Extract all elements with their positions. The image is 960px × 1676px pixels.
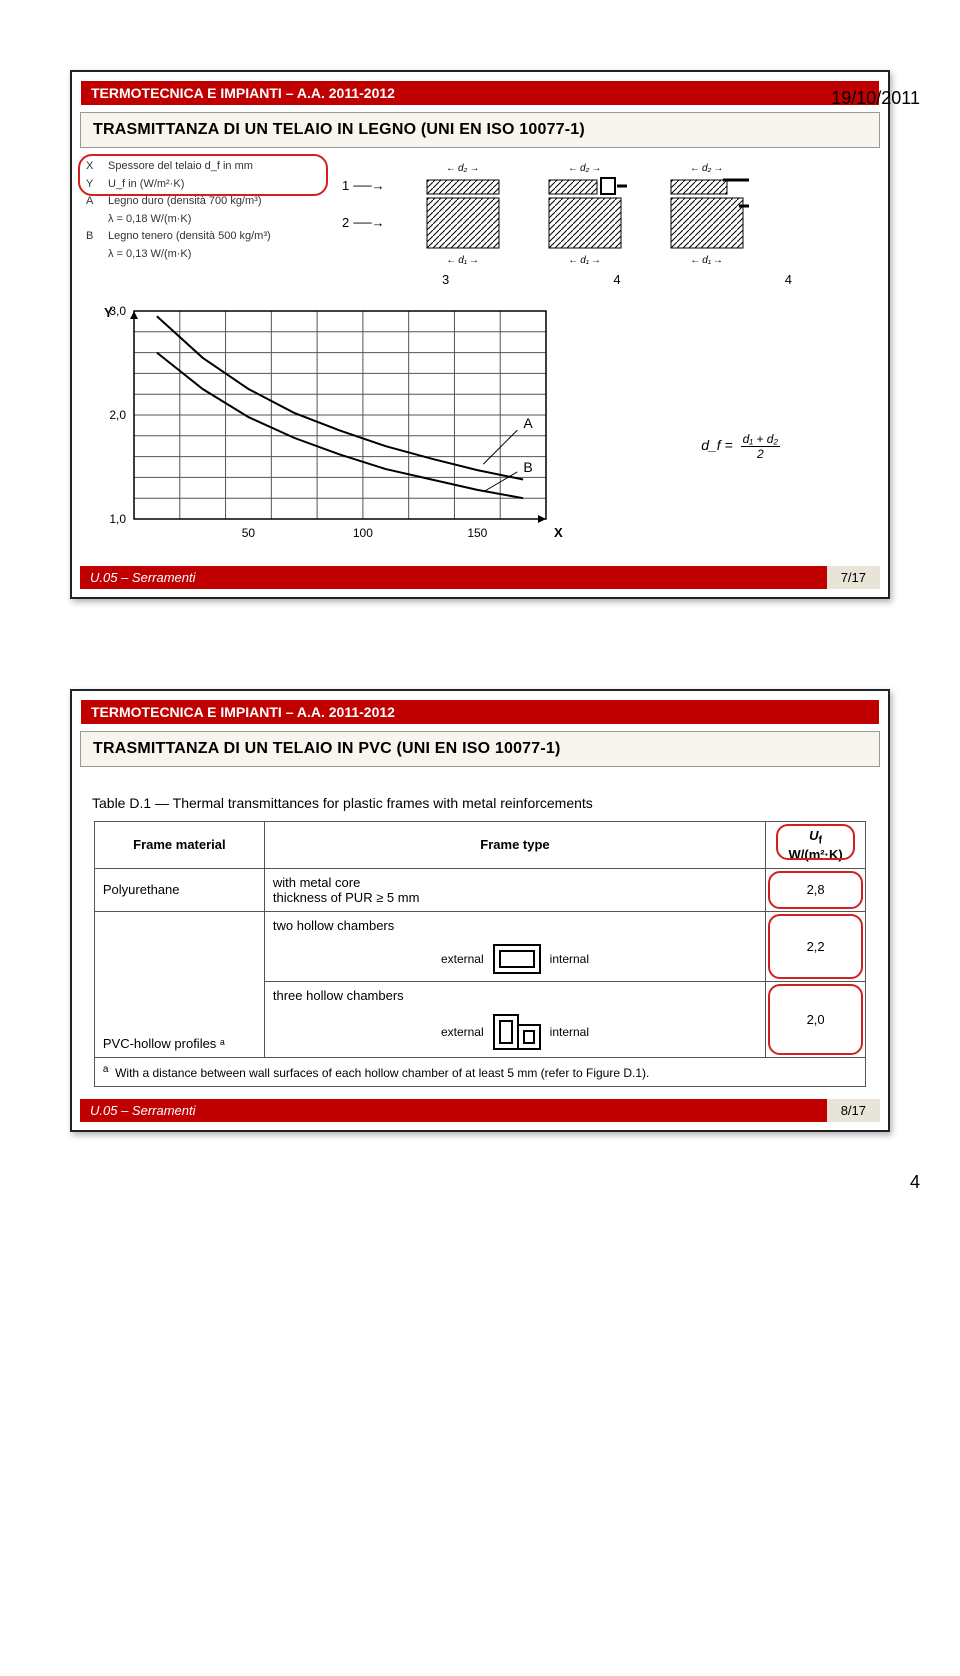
cross-section-1: ←d₂→ ←d₁→ — [419, 162, 507, 266]
slide2-footer-left: U.05 – Serramenti — [80, 1099, 827, 1122]
svg-text:150: 150 — [467, 526, 487, 540]
chart-svg: 3,02,01,050100150YXAB — [86, 301, 566, 549]
table-row: Polyurethane with metal corethickness of… — [94, 868, 865, 911]
two-chamber-icon — [492, 943, 542, 975]
slide1-body: XSpessore del telaio d_f in mm YU_f in (… — [80, 148, 880, 560]
d2-label-1: d₂ — [458, 163, 467, 174]
svg-text:Y: Y — [104, 305, 113, 320]
slide-1: TERMOTECNICA E IMPIANTI – A.A. 2011-2012… — [70, 70, 890, 599]
th-material: Frame material — [94, 822, 264, 869]
cell-type-2: two hollow chambers external internal — [264, 911, 765, 981]
d2-label-2: d₂ — [580, 163, 589, 174]
slide1-title: TRASMITTANZA DI UN TELAIO IN LEGNO (UNI … — [80, 112, 880, 148]
svg-text:50: 50 — [242, 526, 256, 540]
slide2-body: Table D.1 — Thermal transmittances for p… — [80, 767, 880, 1093]
slide2-footer-right: 8/17 — [827, 1099, 880, 1122]
table-footnote: a With a distance between wall surfaces … — [94, 1057, 865, 1086]
section-svg-2 — [543, 176, 627, 252]
cell-material-1: Polyurethane — [94, 868, 264, 911]
svg-text:X: X — [554, 525, 563, 540]
slide1-footer: U.05 – Serramenti 7/17 — [80, 566, 880, 589]
slide2-footer: U.05 – Serramenti 8/17 — [80, 1099, 880, 1122]
section-num-col: 1──→ 2──→ — [342, 162, 385, 230]
slide2-header: TERMOTECNICA E IMPIANTI – A.A. 2011-2012 — [80, 699, 880, 725]
ext-label-2: external — [441, 1025, 484, 1039]
svg-text:100: 100 — [353, 526, 373, 540]
section-svg-3 — [665, 176, 749, 252]
cross-section-3: ←d₂→ ←d₁→ — [663, 162, 751, 266]
slide-2: TERMOTECNICA E IMPIANTI – A.A. 2011-2012… — [70, 689, 890, 1132]
table-row: PVC-hollow profiles ᵃ two hollow chamber… — [94, 911, 865, 981]
slide1-header: TERMOTECNICA E IMPIANTI – A.A. 2011-2012 — [80, 80, 880, 106]
cell-material-2: PVC-hollow profiles ᵃ — [94, 911, 264, 1057]
slide1-footer-left: U.05 – Serramenti — [80, 566, 827, 589]
section-svg-1 — [421, 176, 505, 252]
page-date: 19/10/2011 — [831, 88, 920, 109]
cell-uf-1: 2,8 — [766, 868, 866, 911]
legend-highlight — [78, 154, 328, 196]
section-num-2: 2 — [342, 215, 349, 230]
legend-b: Legno tenero (densità 500 kg/m³) — [108, 228, 271, 246]
th-uf: UfW/(m²·K) — [766, 822, 866, 869]
svg-text:B: B — [523, 459, 532, 475]
table-caption: Table D.1 — Thermal transmittances for p… — [92, 795, 874, 811]
cell-uf-3: 2,0 — [766, 981, 866, 1057]
cross-section-2: ←d₂→ ←d₁→ — [541, 162, 629, 266]
int-label-2: internal — [550, 1025, 589, 1039]
d2-label-3: d₂ — [702, 163, 711, 174]
below-num-3: 4 — [785, 272, 792, 287]
chart-wrap: 3,02,01,050100150YXAB — [86, 301, 874, 554]
legend-b-sub: λ = 0,13 W/(m·K) — [108, 246, 191, 264]
cross-sections: 1──→ 2──→ ←d₂→ ←d₁→ ←d₂→ — [342, 158, 874, 266]
legend-a-sub: λ = 0,18 W/(m·K) — [108, 211, 191, 229]
three-chamber-icon — [492, 1013, 542, 1051]
ext-label-1: external — [441, 952, 484, 966]
below-num-2: 4 — [613, 272, 620, 287]
d1-label-2: d₁ — [580, 255, 589, 266]
below-num-1: 3 — [442, 272, 449, 287]
cell-uf-2: 2,2 — [766, 911, 866, 981]
pvc-table: Frame material Frame type UfW/(m²·K) Pol… — [94, 821, 866, 1087]
svg-text:2,0: 2,0 — [109, 408, 126, 422]
page-number: 4 — [0, 1172, 920, 1193]
slide2-title: TRASMITTANZA DI UN TELAIO IN PVC (UNI EN… — [80, 731, 880, 767]
slide1-footer-right: 7/17 — [827, 566, 880, 589]
th-type: Frame type — [264, 822, 765, 869]
svg-text:A: A — [523, 415, 533, 431]
table-footnote-row: a With a distance between wall surfaces … — [94, 1057, 865, 1086]
section-num-1: 1 — [342, 178, 349, 193]
cell-type-3: three hollow chambers external internal — [264, 981, 765, 1057]
d1-label-3: d₁ — [702, 255, 711, 266]
int-label-1: internal — [550, 952, 589, 966]
svg-text:1,0: 1,0 — [109, 512, 126, 526]
cell-type-1: with metal corethickness of PUR ≥ 5 mm — [264, 868, 765, 911]
d1-label-1: d₁ — [458, 255, 467, 266]
